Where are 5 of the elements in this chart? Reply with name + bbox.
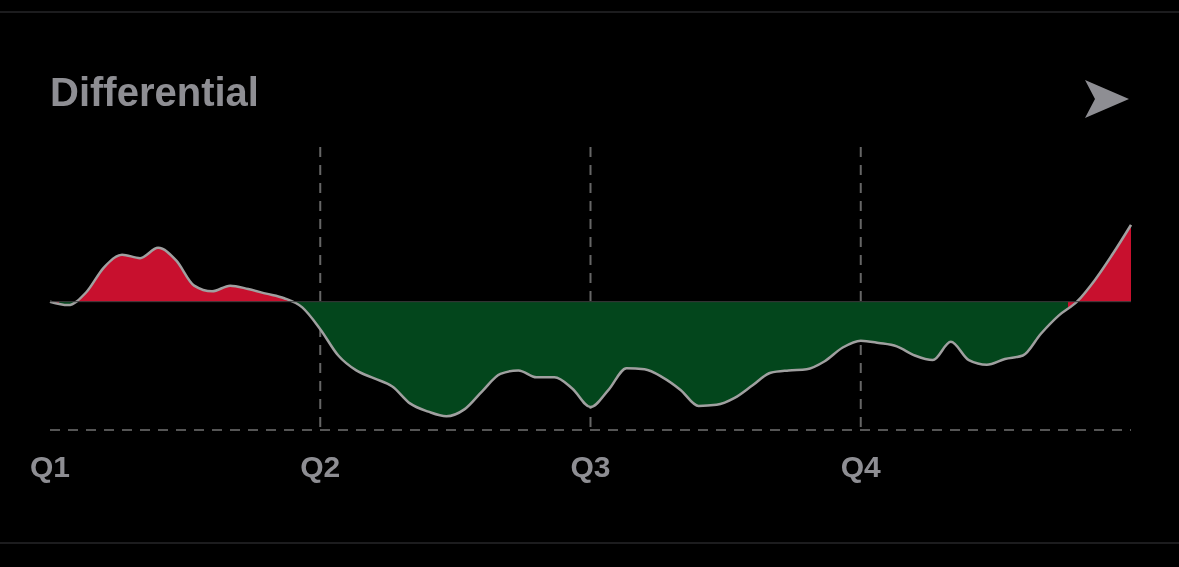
x-tick-label: Q1 (29, 450, 71, 484)
chart-title: Differential (50, 70, 259, 115)
x-tick-label: Q2 (300, 450, 341, 484)
x-tick-label: Q4 (840, 450, 882, 484)
x-tick-label: Q3 (570, 450, 611, 484)
